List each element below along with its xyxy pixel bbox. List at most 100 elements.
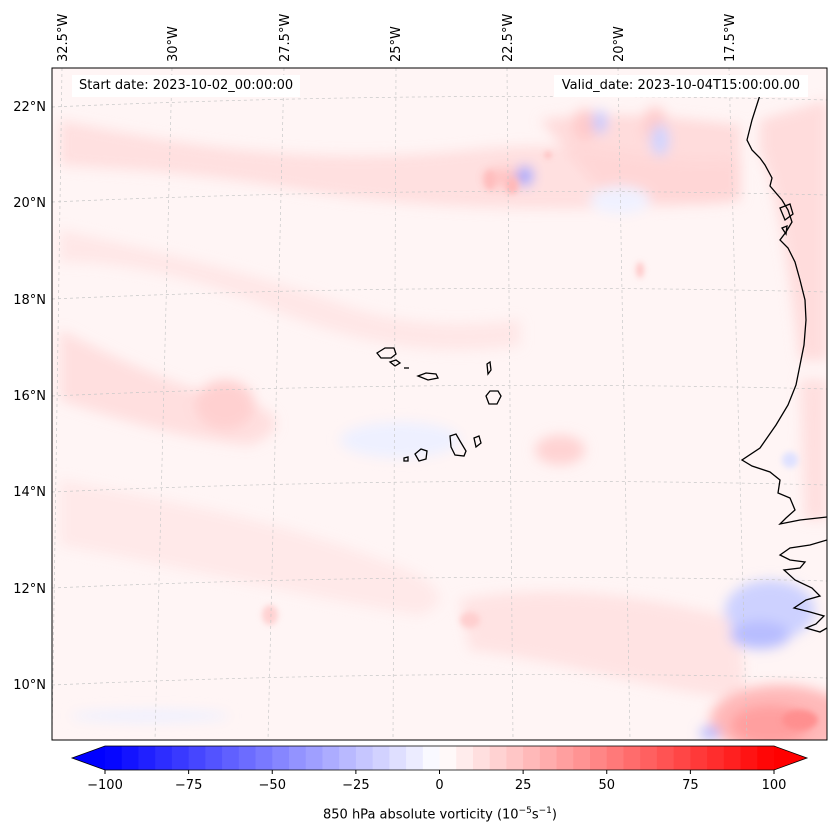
colorbar-cell [288,746,307,770]
colorbar-cell [723,746,741,770]
colorbar-cell [339,746,357,770]
meridian-line [267,68,285,740]
parallel-line [52,95,827,108]
lon-label: 22.5°W [501,14,516,62]
colorbar-tick-label: −50 [259,778,286,793]
african-coastline [740,94,827,633]
colorbar-tick-label: −100 [87,778,123,793]
island-sao-vicente [388,359,402,367]
lon-label: 25°W [389,26,404,62]
colorbar-cell [656,746,675,770]
meridian-line [52,68,63,740]
colorbar-cell [255,746,273,770]
colorbar-extend-max [774,746,807,770]
colorbar-cell [205,746,223,770]
colorbar-cell [422,746,440,770]
colorbar-cell [155,746,173,770]
colorbar-cell [372,746,390,770]
colorbar-cell [640,746,658,770]
colorbar-cell [472,746,491,770]
colorbar-cell [690,746,708,770]
colorbar-cell [606,746,624,770]
colorbar-cell [623,746,641,770]
lon-label: 17.5°W [723,14,738,62]
graticule [52,68,827,740]
parallel-line [52,190,827,203]
colorbar-cell [456,746,474,770]
map-frame [51,67,828,741]
colorbar-tick-label: 50 [598,778,615,793]
meridian-line [154,68,173,740]
colorbar-tick-label: 0 [435,778,443,793]
cape-verde-islands [376,347,502,462]
colorbar-cell [707,746,725,770]
colorbar-label: 850 hPa absolute vorticity (10−5s−1) [0,806,837,822]
lon-label: 32.5°W [56,14,71,62]
colorbar-tick-label: 100 [762,778,787,793]
colorbar-cell [138,746,156,770]
colorbar-cell [171,746,190,770]
parallel-line [52,673,827,686]
colorbar-cell [757,746,775,770]
lon-label: 20°W [612,26,627,62]
colorbar-tick-label: −75 [175,778,202,793]
colorbar-cell [355,746,374,770]
colorbar-cell [188,746,206,770]
lon-label: 30°W [166,26,181,62]
lat-label: 22°N [13,100,46,115]
lat-label: 18°N [13,293,46,308]
vorticity-small-features [262,152,818,730]
coastline-islet [779,203,794,222]
colorbar-tick-label: −25 [342,778,369,793]
colorbar-cell [305,746,323,770]
parallel-line [52,384,827,397]
colorbar-label-prefix: 850 hPa absolute vorticity (10 [323,807,519,823]
island-sal [486,360,492,376]
colorbar-cells [105,746,775,770]
meridian-line [506,68,514,740]
start-date-label: Start date: 2023-10-02_00:00:00 [72,75,301,97]
map-panel [52,68,827,740]
colorbar-cell [673,746,691,770]
lat-label: 16°N [13,389,46,404]
colorbar-label-mid: s [531,807,539,823]
meridian-line [392,68,397,740]
longitude-labels: 32.5°W 30°W 27.5°W 25°W 22.5°W 20°W 17.5… [56,14,738,62]
island-boa-vista [485,390,502,405]
colorbar-cell [105,746,123,770]
colorbar-cell [272,746,290,770]
colorbar-cell [590,746,608,770]
lat-label: 14°N [13,485,46,500]
colorbar-label-exp2: −1 [538,806,552,816]
colorbar-cell [523,746,541,770]
parallel-line [52,480,827,493]
colorbar: −100 −75 −50 −25 0 25 50 75 100 [70,745,809,793]
island-fogo [414,448,428,462]
coastline-gambia-guinea [778,539,827,633]
colorbar-cell [222,746,240,770]
parallel-line [52,287,827,300]
lon-label: 27.5°W [278,14,293,62]
colorbar-cell [740,746,758,770]
latitude-labels: 22°N 20°N 18°N 16°N 14°N 12°N 10°N [13,100,46,693]
parallel-line [52,576,827,589]
colorbar-label-suffix: ) [551,807,557,823]
island-santiago [449,433,467,457]
colorbar-cell [506,746,524,770]
island-brava [403,456,409,462]
coastline-mauritania-senegal [740,94,827,526]
valid-date-label: Valid_date: 2023-10-04T15:00:00.00 [553,75,808,97]
colorbar-cell [238,746,256,770]
lat-label: 20°N [13,196,46,211]
colorbar-extend-min [72,746,105,770]
colorbar-cell [121,746,139,770]
meridian-line [617,68,631,740]
colorbar-cell [406,746,424,770]
lat-label: 10°N [13,678,46,693]
meridian-line [728,68,748,740]
coastline-islet [781,224,788,236]
colorbar-ticks: −100 −75 −50 −25 0 25 50 75 100 [87,770,786,793]
colorbar-tick-label: 75 [682,778,699,793]
colorbar-cell [439,746,457,770]
